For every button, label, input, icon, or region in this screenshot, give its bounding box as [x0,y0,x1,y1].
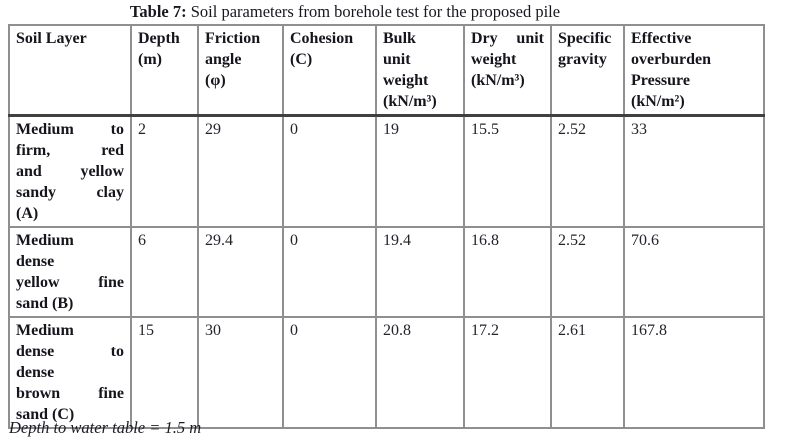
table-caption: Table 7: Soil parameters from borehole t… [0,2,690,22]
header-friction-angle: Friction angle (φ) [197,24,284,117]
cell-bulk-unit-weight: 19 [375,114,465,228]
header-soil-layer: Soil Layer [8,24,132,117]
cell-soil-layer: Medium dense to dense brown fine sand (C) [8,316,132,429]
header-bulk-unit-weight: Bulk unit weight (kN/m³) [375,24,465,117]
cell-effective-overburden-pressure: 70.6 [623,226,765,318]
cell-cohesion: 0 [282,316,377,429]
table-row-layer-a: Medium to firm, red and yellow sandy clay (A… [8,114,765,228]
cell-dry-unit-weight: 16.8 [463,226,552,318]
soil-parameters-table: Soil Layer Depth (m) Friction angle (φ) Coh… [8,24,765,429]
cell-dry-unit-weight: 15.5 [463,114,552,228]
cell-specific-gravity: 2.52 [550,226,625,318]
cell-cohesion: 0 [282,226,377,318]
cell-friction-angle: 29 [197,114,284,228]
cell-effective-overburden-pressure: 167.8 [623,316,765,429]
cell-depth: 6 [130,226,199,318]
cell-specific-gravity: 2.61 [550,316,625,429]
cell-effective-overburden-pressure: 33 [623,114,765,228]
table-caption-number: Table 7: [129,2,187,21]
cell-bulk-unit-weight: 20.8 [375,316,465,429]
cell-cohesion: 0 [282,114,377,228]
header-depth: Depth (m) [130,24,199,117]
table-row-layer-c: Medium dense to dense brown fine sand (C) 15… [8,316,765,429]
cell-depth: 2 [130,114,199,228]
header-row: Soil Layer Depth (m) Friction angle (φ) Coh… [8,24,765,117]
header-dry-unit-weight: Dry unit weight (kN/m³) [463,24,552,117]
table-caption-text: Soil parameters from borehole test for t… [186,2,561,21]
cell-friction-angle: 29.4 [197,226,284,318]
cell-bulk-unit-weight: 19.4 [375,226,465,318]
header-effective-overburden-pressure: Effective overburden Pressure (kN/m²) [623,24,765,117]
cell-specific-gravity: 2.52 [550,114,625,228]
header-cohesion: Cohesion (C) [282,24,377,117]
cell-friction-angle: 30 [197,316,284,429]
cell-dry-unit-weight: 17.2 [463,316,552,429]
cell-depth: 15 [130,316,199,429]
header-specific-gravity: Specific gravity [550,24,625,117]
table-row-layer-b: Medium dense yellow fine sand (B) 6 29.4 0 … [8,226,765,318]
cell-soil-layer: Medium to firm, red and yellow sandy clay (A… [8,114,132,228]
cell-soil-layer: Medium dense yellow fine sand (B) [8,226,132,318]
water-table-footnote: Depth to water table = 1.5 m [9,418,202,437]
